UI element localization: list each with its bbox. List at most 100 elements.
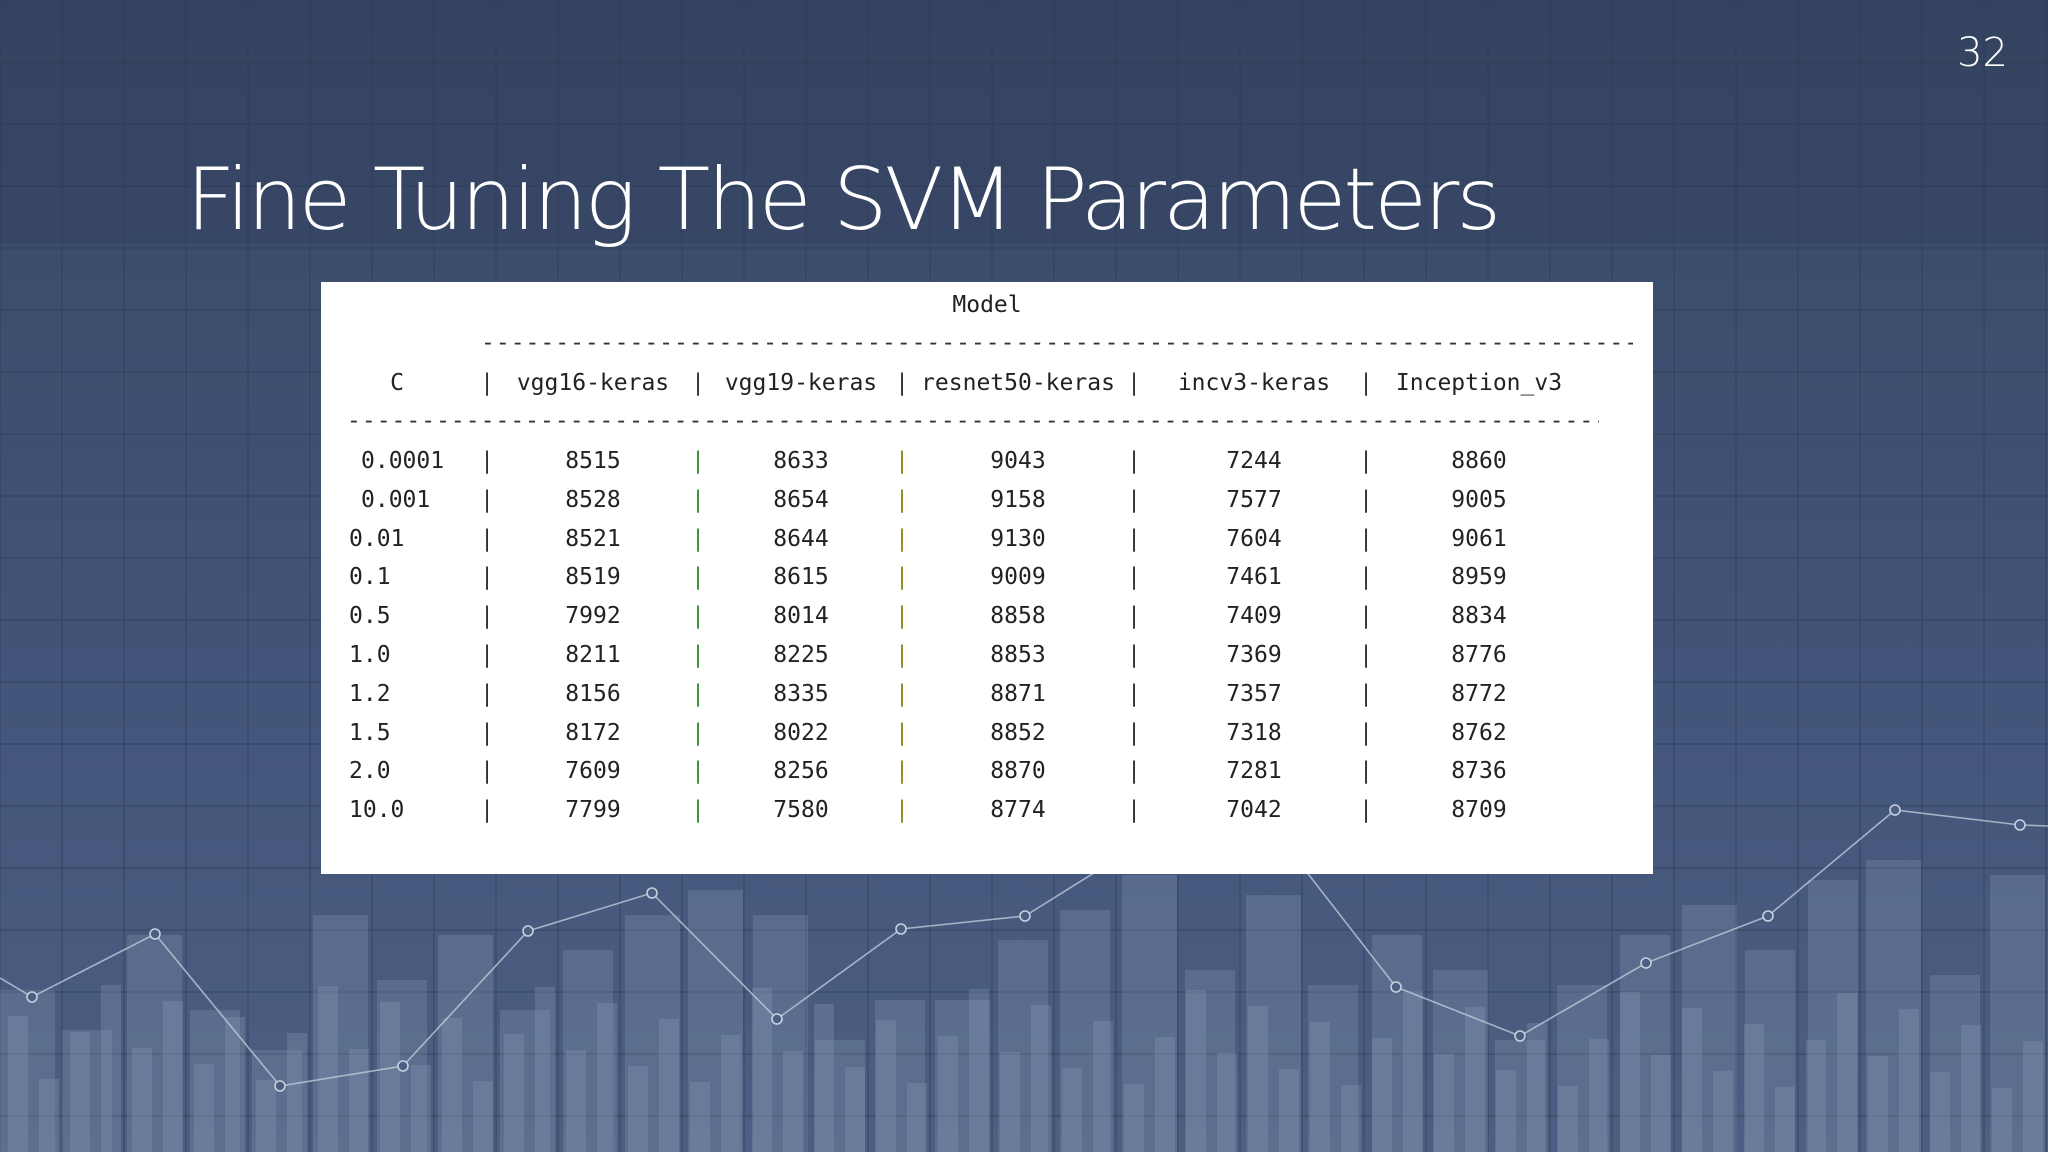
table-cell: 8736	[1451, 758, 1507, 785]
c-value: 0.01	[349, 525, 405, 552]
table-cell: 7357	[1226, 680, 1282, 707]
table-cell: 8853	[990, 642, 1046, 668]
page-number: 32	[1957, 30, 2008, 76]
background-trend-point	[149, 928, 161, 940]
background-bar	[127, 935, 182, 1152]
background-bar	[1495, 1040, 1545, 1152]
table-cell: 8644	[773, 525, 829, 552]
table-cell: 8256	[773, 758, 829, 785]
column-separator: |	[1127, 680, 1141, 707]
column-separator: |	[691, 448, 705, 474]
column-separator: |	[895, 680, 909, 707]
table-cell: 9043	[990, 448, 1046, 474]
background-bar-small	[1961, 1025, 1981, 1152]
table-cell: 8776	[1451, 642, 1507, 668]
background-bar-small	[380, 1002, 400, 1152]
table-cell: 8654	[773, 486, 829, 513]
column-separator: |	[691, 603, 705, 630]
table-cell: 8335	[773, 680, 829, 707]
column-separator: |	[1359, 758, 1373, 785]
background-bar-small	[504, 1034, 524, 1152]
background-bar-small	[1403, 991, 1423, 1152]
background-bar	[1557, 985, 1607, 1152]
background-bar	[1620, 935, 1670, 1152]
background-trend-point	[397, 1060, 409, 1072]
column-separator: |	[480, 486, 494, 513]
background-bar-small	[1124, 1084, 1144, 1152]
column-separator: |	[895, 525, 909, 552]
background-bar	[625, 915, 680, 1152]
column-separator: |	[1359, 680, 1373, 707]
column-separator: |	[480, 564, 494, 591]
model-column-header: Inception_v3	[1395, 370, 1563, 396]
column-separator: |	[1359, 603, 1373, 630]
slide-title: Fine Tuning The SVM Parameters	[186, 150, 1501, 250]
column-separator: |	[480, 758, 494, 785]
c-value: 1.5	[349, 719, 391, 746]
background-trend-point	[2014, 819, 2026, 831]
column-separator: |	[691, 642, 705, 668]
background-bar-small	[101, 985, 121, 1152]
background-bar	[1372, 935, 1422, 1152]
background-bar-small	[597, 1003, 617, 1152]
column-separator: |	[480, 525, 494, 552]
background-trend-point	[1514, 1030, 1526, 1042]
column-separator: |	[1359, 525, 1373, 552]
c-value: 1.0	[349, 642, 391, 668]
table-cell: 8852	[990, 719, 1046, 746]
table-cell: 8014	[773, 603, 829, 630]
background-bar-small	[1899, 1009, 1919, 1152]
table-cell: 9009	[990, 564, 1046, 591]
background-trend-point	[1762, 910, 1774, 922]
background-bar-small	[1527, 1023, 1547, 1152]
table-cell: 8870	[990, 758, 1046, 785]
background-bar-small	[1279, 1069, 1299, 1152]
column-separator: |	[1127, 797, 1141, 824]
background-bar	[935, 1000, 990, 1152]
background-trend-point	[522, 925, 534, 937]
background-bar	[563, 950, 613, 1152]
c-value: 0.5	[349, 603, 391, 630]
table-cell: 9130	[990, 525, 1046, 552]
background-bar	[500, 1010, 550, 1152]
table-cell: 9061	[1451, 525, 1507, 552]
column-separator: |	[1359, 642, 1373, 668]
background-bar-small	[1217, 1053, 1237, 1152]
background-bar-small	[876, 1020, 896, 1152]
column-separator: |	[691, 564, 705, 591]
table-cell: 8633	[773, 448, 829, 474]
table-cell: 8772	[1451, 680, 1507, 707]
background-bar-small	[163, 1001, 183, 1152]
table-cell: 7799	[565, 797, 621, 824]
column-separator: |	[895, 758, 909, 785]
column-separator: |	[1359, 486, 1373, 513]
column-separator: |	[480, 680, 494, 707]
table-cell: 8762	[1451, 719, 1507, 746]
background-bar-small	[721, 1035, 741, 1152]
background-bar-small	[318, 986, 338, 1152]
background-bar-small	[1000, 1052, 1020, 1152]
background-trend-point	[1640, 957, 1652, 969]
background-bar-small	[969, 989, 989, 1152]
table-cell: 8959	[1451, 564, 1507, 591]
background-bar-small	[1651, 1055, 1671, 1152]
column-separator: |	[1127, 525, 1141, 552]
background-bar-small	[1775, 1087, 1795, 1152]
c-value: 0.0001	[361, 448, 445, 474]
background-trend-point	[895, 923, 907, 935]
background-trend-point	[1019, 910, 1031, 922]
column-separator: |	[895, 642, 909, 668]
background-bar	[1930, 975, 1980, 1152]
background-bar-small	[1837, 993, 1857, 1152]
table-cell: 7577	[1226, 486, 1282, 513]
column-separator: |	[1359, 448, 1373, 474]
background-bar-small	[814, 1004, 834, 1152]
table-cell: 8858	[990, 603, 1046, 630]
column-separator: |	[895, 603, 909, 630]
background-bar-small	[1868, 1056, 1888, 1152]
column-separator: |	[1127, 370, 1141, 396]
background-trend-point	[274, 1080, 286, 1092]
background-bar	[875, 1000, 925, 1152]
background-bar-small	[287, 1033, 307, 1152]
